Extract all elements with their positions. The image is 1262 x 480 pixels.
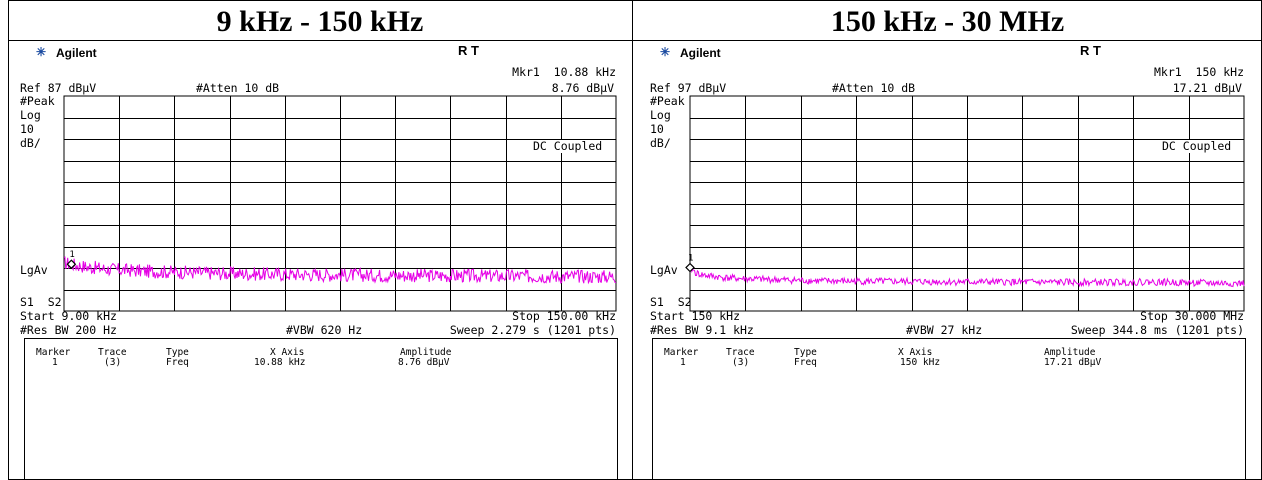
cell-type: Freq bbox=[794, 357, 817, 368]
cell-type: Freq bbox=[166, 357, 189, 368]
scale-type: Log bbox=[20, 108, 41, 122]
agilent-logo-icon: ✳ bbox=[36, 45, 47, 59]
spectrum-trace bbox=[63, 256, 616, 285]
start-frequency: Start 9.00 kHz bbox=[20, 309, 117, 323]
column-divider bbox=[632, 0, 633, 480]
video-bandwidth: #VBW 27 kHz bbox=[906, 323, 983, 337]
marker-readout: Mkr1 150 kHz bbox=[1153, 65, 1244, 79]
coupling-label: DC Coupled bbox=[1162, 139, 1232, 153]
marker-amplitude: 8.76 dBμV bbox=[551, 81, 614, 95]
marker-readout: Mkr1 10.88 kHz bbox=[512, 65, 616, 79]
col-x-axis: X Axis bbox=[898, 347, 933, 358]
panel-title-low: 9 kHz - 150 kHz bbox=[216, 5, 424, 38]
scale-type: Log bbox=[650, 108, 671, 122]
scale-unit: dB/ bbox=[20, 136, 41, 150]
resolution-bandwidth: #Res BW 9.1 kHz bbox=[650, 323, 754, 337]
averaging-label: LgAv bbox=[650, 263, 678, 277]
sweep-time: Sweep 344.8 ms (1201 pts) bbox=[1070, 323, 1244, 337]
start-frequency: Start 150 kHz bbox=[650, 309, 741, 323]
cell-trace: (3) bbox=[104, 357, 122, 368]
cell-amplitude: 17.21 dBμV bbox=[1044, 357, 1102, 368]
header-divider bbox=[8, 40, 1262, 41]
col-amplitude: Amplitude bbox=[400, 347, 452, 358]
cell-marker: 1 bbox=[52, 357, 58, 368]
brand-label: Agilent bbox=[56, 46, 97, 60]
col-trace: Trace bbox=[98, 347, 127, 358]
marker-diamond-icon bbox=[685, 262, 695, 273]
marker-number: 1 bbox=[688, 254, 693, 264]
col-type: Type bbox=[794, 347, 817, 358]
mode-indicators: R T bbox=[458, 43, 479, 58]
cell-x-axis: 10.88 kHz bbox=[254, 357, 306, 368]
coupling-label: DC Coupled bbox=[533, 139, 603, 153]
col-marker: Marker bbox=[664, 347, 699, 358]
attenuation: #Atten 10 dB bbox=[832, 81, 916, 95]
stop-frequency: Stop 30.000 MHz bbox=[1140, 309, 1244, 323]
brand-label: Agilent bbox=[680, 46, 721, 60]
averaging-label: LgAv bbox=[20, 263, 48, 277]
sweep-labels: S1 S2 bbox=[20, 295, 62, 309]
resolution-bandwidth: #Res BW 200 Hz bbox=[20, 323, 117, 337]
scale-value: 10 bbox=[650, 122, 664, 136]
attenuation: #Atten 10 dB bbox=[196, 81, 280, 95]
cell-marker: 1 bbox=[680, 357, 686, 368]
col-x-axis: X Axis bbox=[270, 347, 305, 358]
panel-title-high: 150 kHz - 30 MHz bbox=[830, 5, 1065, 38]
detector-label: #Peak bbox=[20, 94, 55, 108]
detector-label: #Peak bbox=[650, 94, 685, 108]
col-trace: Trace bbox=[726, 347, 755, 358]
scale-unit: dB/ bbox=[650, 136, 671, 150]
sweep-time: Sweep 2.279 s (1201 pts) bbox=[449, 323, 616, 337]
sweep-labels: S1 S2 bbox=[650, 295, 692, 309]
spectrum-plot: 1 bbox=[63, 95, 617, 312]
marker-table-border bbox=[652, 338, 1246, 480]
agilent-logo-icon: ✳ bbox=[660, 45, 671, 59]
mode-indicators: R T bbox=[1080, 43, 1101, 58]
cell-x-axis: 150 kHz bbox=[900, 357, 941, 368]
col-amplitude: Amplitude bbox=[1044, 347, 1096, 358]
col-type: Type bbox=[166, 347, 189, 358]
marker-amplitude: 17.21 dBμV bbox=[1172, 81, 1242, 95]
marker-table-border bbox=[24, 338, 618, 480]
spectrum-plot: 1 bbox=[685, 95, 1245, 312]
ref-level: Ref 97 dBμV bbox=[650, 81, 727, 95]
cell-trace: (3) bbox=[732, 357, 750, 368]
stop-frequency: Stop 150.00 kHz bbox=[512, 309, 616, 323]
spectrum-trace bbox=[689, 264, 1245, 288]
cell-amplitude: 8.76 dBμV bbox=[398, 357, 450, 368]
ref-level: Ref 87 dBμV bbox=[20, 81, 97, 95]
marker-number: 1 bbox=[69, 250, 74, 260]
scale-value: 10 bbox=[20, 122, 34, 136]
col-marker: Marker bbox=[36, 347, 71, 358]
video-bandwidth: #VBW 620 Hz bbox=[286, 323, 363, 337]
marker-diamond-icon bbox=[66, 259, 77, 270]
